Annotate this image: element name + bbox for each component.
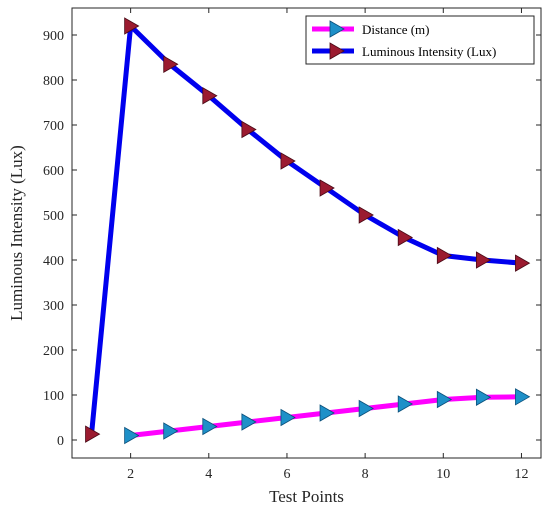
data-point-luminous-intensity-lux [436, 246, 453, 265]
data-point-luminous-intensity-lux [475, 251, 492, 269]
data-point-distance-m [397, 395, 414, 413]
legend-label-luminous-intensity: Luminous Intensity (Lux) [362, 44, 496, 59]
plot-frame [71, 7, 542, 459]
data-point-luminous-intensity-lux [85, 425, 101, 443]
y-tick-label: 300 [43, 299, 64, 314]
data-point-distance-m [241, 413, 257, 431]
data-point-luminous-intensity-lux [319, 179, 335, 197]
data-point-distance-m [319, 404, 335, 422]
y-tick-label: 0 [57, 434, 64, 449]
x-tick-label: 6 [283, 467, 290, 482]
marks-layer [85, 17, 531, 445]
series-line-luminous-intensity-lux [89, 23, 524, 437]
data-point-distance-m [358, 399, 374, 418]
data-point-luminous-intensity-lux [124, 17, 140, 35]
data-point-distance-m [515, 388, 531, 406]
data-point-luminous-intensity-lux [241, 120, 257, 139]
x-tick-label: 10 [436, 467, 450, 482]
y-tick-label: 700 [43, 119, 64, 134]
y-tick-label: 800 [43, 74, 64, 89]
legend: Distance (m) Luminous Intensity (Lux) [305, 15, 535, 65]
data-point-luminous-intensity-lux [202, 87, 218, 105]
y-tick-label: 100 [43, 389, 64, 404]
x-axis-title: Test Points [269, 487, 344, 506]
data-point-distance-m [124, 426, 140, 445]
legend-marker-luminous-intensity [329, 42, 345, 60]
legend-marker-distance [329, 20, 345, 38]
data-point-luminous-intensity-lux [358, 206, 374, 224]
data-point-luminous-intensity-lux [280, 152, 296, 170]
axes-layer: 2 4 6 8 10 12 0 100 200 300 400 500 600 700 800 900 [43, 8, 541, 482]
y-tick-label: 900 [43, 29, 64, 44]
x-tick-label: 2 [127, 467, 134, 482]
x-tick-label: 4 [205, 467, 212, 482]
x-tick-label: 8 [362, 467, 369, 482]
data-point-luminous-intensity-lux [163, 55, 179, 73]
data-point-distance-m [163, 422, 179, 440]
y-tick-label: 600 [43, 164, 64, 179]
legend-label-distance: Distance (m) [362, 22, 430, 37]
data-point-luminous-intensity-lux [397, 228, 414, 247]
data-point-distance-m [475, 388, 492, 406]
y-tick-label: 500 [43, 209, 64, 224]
y-axis-title: Luminous Intensity (Lux) [7, 145, 26, 321]
data-point-distance-m [202, 417, 218, 436]
y-tick-label: 400 [43, 254, 64, 269]
data-point-luminous-intensity-lux [515, 254, 531, 272]
data-point-distance-m [280, 408, 296, 427]
x-tick-label: 12 [514, 467, 528, 482]
y-tick-label: 200 [43, 344, 64, 359]
data-point-distance-m [436, 390, 453, 409]
legend-box [305, 15, 535, 65]
